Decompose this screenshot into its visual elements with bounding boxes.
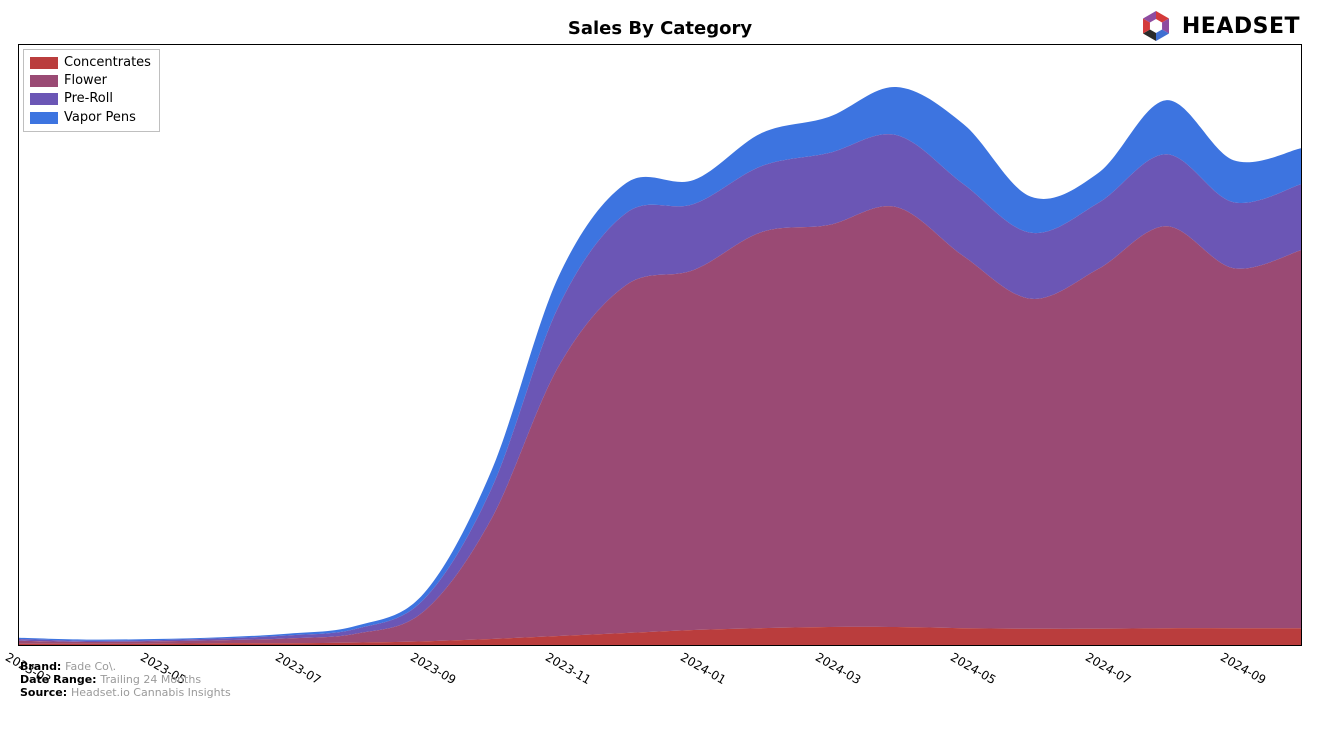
footer-row: Brand: Fade Co\. — [20, 660, 231, 673]
legend-item: Concentrates — [30, 54, 151, 72]
legend-swatch — [30, 112, 58, 124]
footer-value: Fade Co\. — [65, 660, 116, 673]
legend-item: Pre-Roll — [30, 90, 151, 108]
x-tick-label: 2023-09 — [408, 650, 458, 687]
legend-label: Flower — [64, 72, 107, 90]
footer-row: Source: Headset.io Cannabis Insights — [20, 686, 231, 699]
footer-label: Date Range: — [20, 673, 100, 686]
x-tick-label: 2024-01 — [678, 650, 728, 687]
chart-title: Sales By Category — [0, 18, 1320, 39]
chart-container: { "title": "Sales By Category", "title_f… — [0, 0, 1320, 743]
x-tick-label: 2023-07 — [273, 650, 323, 687]
legend: ConcentratesFlowerPre-RollVapor Pens — [23, 49, 160, 132]
footer-row: Date Range: Trailing 24 Months — [20, 673, 231, 686]
legend-label: Vapor Pens — [64, 109, 136, 127]
brand-logo-text: HEADSET — [1182, 14, 1300, 39]
headset-logo-icon — [1136, 6, 1176, 46]
legend-swatch — [30, 75, 58, 87]
x-tick-label: 2023-11 — [543, 650, 593, 687]
footer-label: Brand: — [20, 660, 65, 673]
stacked-area-series — [19, 45, 1301, 645]
x-tick-label: 2024-09 — [1218, 650, 1268, 687]
x-tick-label: 2024-07 — [1083, 650, 1133, 687]
footer-label: Source: — [20, 686, 71, 699]
legend-item: Flower — [30, 72, 151, 90]
chart-footer: Brand: Fade Co\.Date Range: Trailing 24 … — [20, 660, 231, 699]
brand-logo: HEADSET — [1136, 6, 1300, 46]
x-tick-label: 2024-03 — [813, 650, 863, 687]
x-tick-label: 2024-05 — [948, 650, 998, 687]
legend-swatch — [30, 57, 58, 69]
legend-swatch — [30, 93, 58, 105]
legend-label: Pre-Roll — [64, 90, 113, 108]
footer-value: Trailing 24 Months — [100, 673, 201, 686]
legend-item: Vapor Pens — [30, 109, 151, 127]
plot-area: ConcentratesFlowerPre-RollVapor Pens — [18, 44, 1302, 646]
legend-label: Concentrates — [64, 54, 151, 72]
footer-value: Headset.io Cannabis Insights — [71, 686, 231, 699]
